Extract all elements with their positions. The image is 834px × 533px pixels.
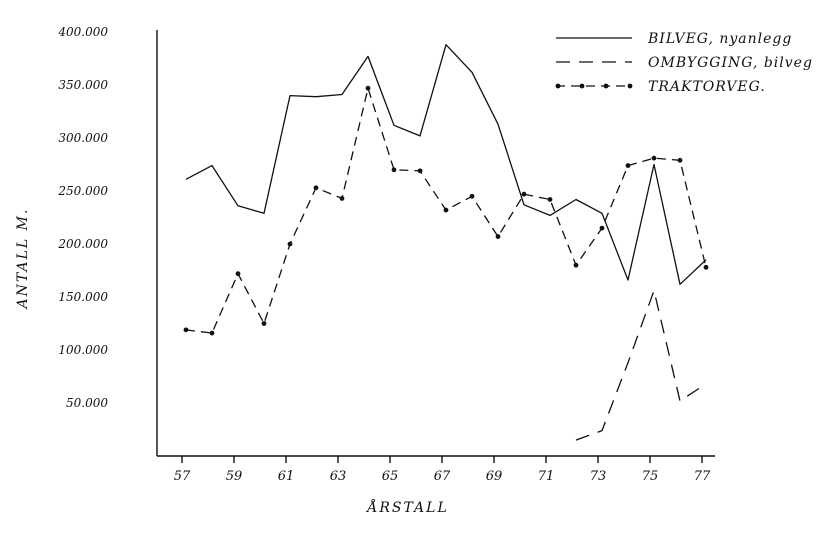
x-axis-label: ÅRSTALL — [365, 498, 449, 516]
legend-swatch-dot — [555, 83, 561, 89]
y-axis-ticks: 400.000 350.000 300.000 250.000 200.000 150.0… — [57, 25, 108, 410]
y-tick-label: 300.000 — [58, 131, 108, 145]
y-tick-label: 250.000 — [57, 184, 108, 198]
x-tick-label: 71 — [538, 469, 555, 484]
data-point — [313, 185, 319, 191]
x-tick-label: 73 — [590, 469, 607, 484]
data-point — [625, 163, 631, 168]
y-tick-label: 50.000 — [66, 396, 108, 410]
y-tick-label: 350.000 — [58, 78, 108, 92]
data-point — [573, 262, 579, 268]
plot-area — [183, 44, 709, 441]
axes — [156, 30, 715, 457]
data-point — [469, 193, 475, 199]
legend-swatch-dot — [603, 83, 609, 89]
data-point — [417, 168, 423, 174]
data-point — [183, 327, 189, 333]
legend-label: BILVEG, nyanlegg — [647, 31, 792, 47]
legend-label: OMBYGGING, bilveg — [648, 55, 813, 71]
data-point — [391, 167, 397, 173]
data-point — [677, 157, 683, 163]
data-point — [495, 234, 501, 239]
data-point — [443, 207, 449, 213]
data-point — [521, 191, 527, 197]
data-point — [287, 241, 293, 247]
series-1 — [185, 44, 707, 285]
y-tick-label: 100.000 — [58, 343, 108, 357]
data-point — [209, 330, 215, 336]
data-point — [547, 197, 553, 202]
x-axis-ticks: 57 59 61 63 65 67 69 71 73 75 77 — [174, 456, 711, 484]
y-tick-label: 150.000 — [58, 290, 108, 304]
legend-label: TRAKTORVEG. — [648, 79, 766, 95]
y-tick-label: 200.000 — [57, 237, 108, 251]
y-axis-label: ANTALL M. — [15, 208, 31, 311]
series-2 — [575, 289, 707, 441]
x-tick-label: 67 — [434, 469, 451, 484]
legend-swatch-dot — [627, 83, 633, 89]
series-3 — [183, 85, 709, 336]
x-tick-label: 65 — [382, 469, 399, 484]
legend-swatch-dot — [579, 83, 585, 89]
data-point — [651, 155, 657, 161]
x-tick-label: 75 — [642, 469, 659, 484]
x-tick-label: 59 — [226, 469, 243, 484]
x-tick-label: 77 — [694, 469, 711, 484]
data-point — [703, 264, 709, 270]
series-line-1 — [185, 44, 707, 285]
x-tick-label: 61 — [278, 469, 295, 484]
series-line-2 — [575, 289, 707, 441]
data-point — [261, 321, 267, 326]
data-point — [599, 225, 605, 231]
data-point — [339, 196, 345, 201]
legend: BILVEG, nyanlegg OMBYGGING, bilveg TRAKTOR… — [555, 31, 813, 95]
y-tick-label: 400.000 — [57, 25, 108, 39]
x-tick-label: 57 — [174, 469, 191, 484]
x-tick-label: 63 — [330, 469, 347, 484]
data-point — [365, 85, 371, 91]
x-tick-label: 69 — [486, 469, 503, 484]
data-point — [235, 271, 241, 277]
